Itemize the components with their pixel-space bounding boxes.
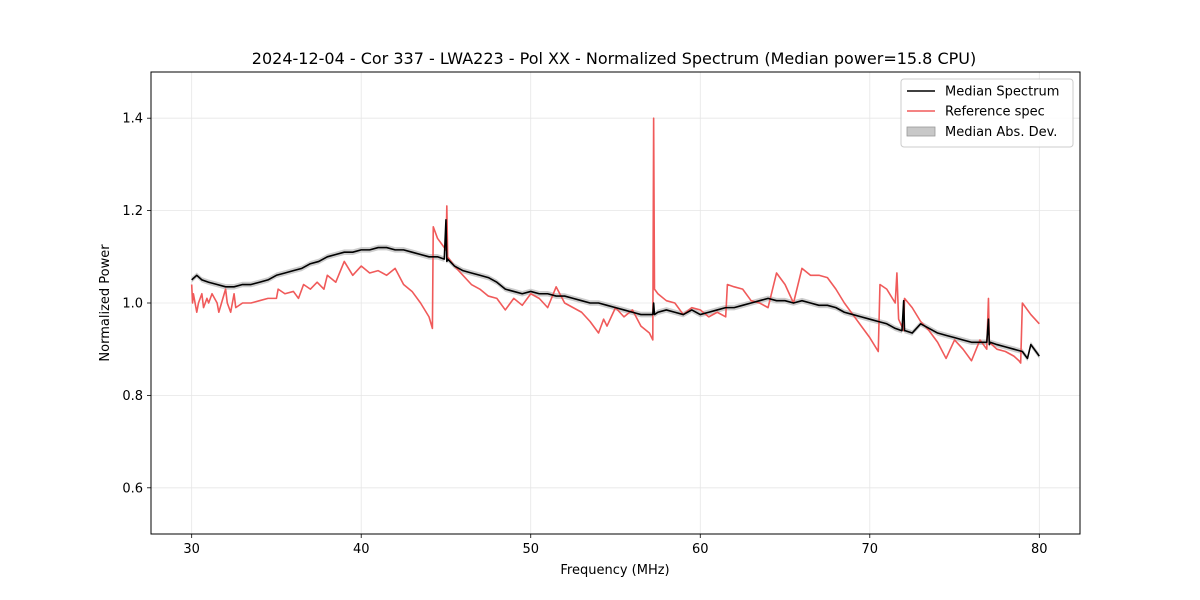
reference-spec-line xyxy=(190,117,1040,364)
x-axis-label: Frequency (MHz) xyxy=(560,563,669,578)
x-tick-label: 60 xyxy=(692,542,709,557)
x-tick-label: 80 xyxy=(1031,542,1048,557)
y-axis-label: Normalized Power xyxy=(98,244,113,362)
series-layer xyxy=(190,117,1040,364)
legend-median-label: Median Spectrum xyxy=(945,85,1059,100)
y-tick-label: 1.2 xyxy=(122,204,143,219)
legend-reference-label: Reference spec xyxy=(945,105,1045,120)
legend-mad-label: Median Abs. Dev. xyxy=(945,125,1057,140)
y-tick-label: 1.4 xyxy=(122,112,143,127)
x-tick-label: 50 xyxy=(522,542,539,557)
x-tick-label: 40 xyxy=(353,542,370,557)
x-tick-label: 70 xyxy=(862,542,879,557)
chart-title: 2024-12-04 - Cor 337 - LWA223 - Pol XX -… xyxy=(252,49,976,68)
median-spectrum-line xyxy=(191,219,1040,360)
legend-mad-swatch xyxy=(906,126,936,137)
x-tick-label: 30 xyxy=(183,542,200,557)
x-axis-ticks: 30 40 50 60 70 80 xyxy=(183,534,1048,557)
legend-box xyxy=(900,78,1074,148)
legend: Median Spectrum Reference spec Median Ab… xyxy=(900,78,1074,148)
y-tick-label: 1.0 xyxy=(122,297,143,312)
y-axis-ticks: 0.6 0.8 1.0 1.2 1.4 xyxy=(122,112,151,496)
y-tick-label: 0.8 xyxy=(122,389,143,404)
y-tick-label: 0.6 xyxy=(122,481,143,496)
